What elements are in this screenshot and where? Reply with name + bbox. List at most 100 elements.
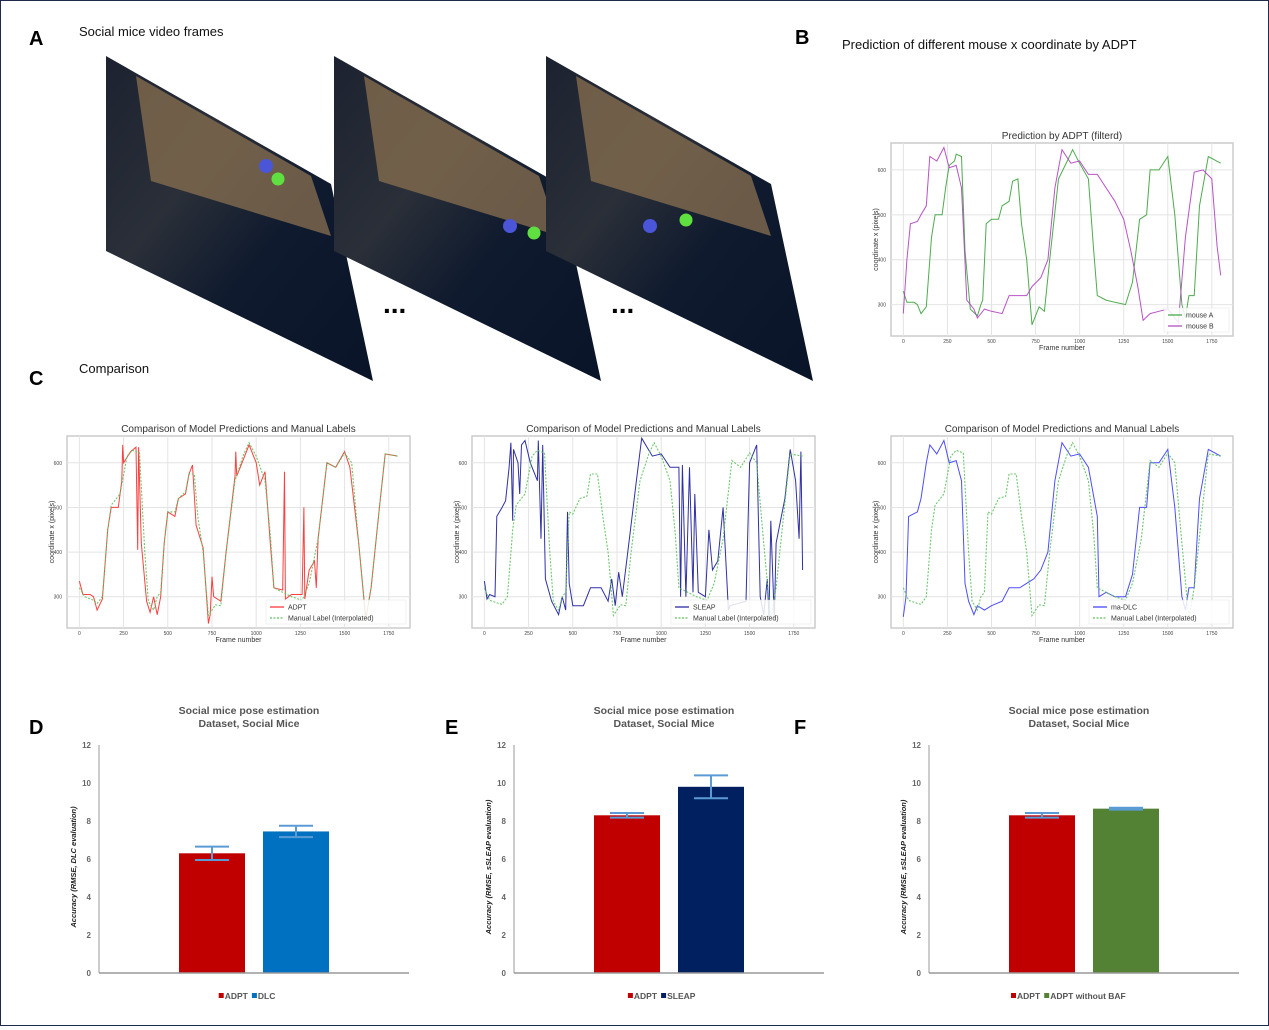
y-axis-label: coordinate x (pixels): [873, 501, 880, 564]
x-tick-label: 1500: [1162, 339, 1173, 345]
legend-label: Manual Label (Interpolated): [288, 616, 374, 623]
x-tick-label: 500: [987, 631, 996, 637]
line-chart-c3: 0 250 500 750 1000 1250 1500 1750 300 400 500 600 Co…: [873, 424, 1234, 644]
chart-title: Comparison of Model Predictions and Manu…: [945, 424, 1180, 435]
x-axis-label: Frame number: [621, 637, 668, 644]
legend-label: Manual Label (Interpolated): [693, 616, 779, 623]
series-line-sleap: [483, 436, 804, 620]
mouse-marker-green: [679, 213, 693, 227]
chart-title: Social mice pose estimation: [594, 705, 735, 717]
y-tick-label: 0: [917, 969, 922, 978]
y-axis-label: coordinate x (pixels): [873, 208, 880, 271]
y-tick-label: 400: [459, 550, 468, 556]
legend-swatch: [627, 993, 633, 998]
y-tick-label: 300: [878, 595, 887, 601]
y-tick-label: 600: [878, 168, 887, 174]
y-axis-label: Accuracy (RMSE, sSLEAP evaluation): [484, 799, 493, 935]
y-tick-label: 12: [912, 741, 921, 750]
ellipsis-1: ...: [383, 288, 406, 319]
series-line-mouse-b: [902, 146, 1222, 324]
y-tick-label: 10: [497, 779, 506, 788]
bar-adpt-without-baf: [1093, 808, 1159, 973]
series-line-mouse-a: [902, 148, 1221, 325]
y-tick-label: 6: [87, 855, 92, 864]
y-tick-label: 300: [459, 595, 468, 601]
y-tick-label: 10: [912, 779, 921, 788]
x-tick-label: 500: [987, 339, 996, 345]
chart-title: Comparison of Model Predictions and Manu…: [526, 424, 761, 435]
y-tick-label: 6: [917, 855, 922, 864]
x-axis-label: Frame number: [1039, 345, 1086, 352]
mouse-marker-blue: [643, 219, 657, 233]
x-axis-label: Frame number: [216, 637, 263, 644]
panel-c-title: Comparison: [79, 361, 149, 376]
x-axis-label: Frame number: [1039, 637, 1086, 644]
legend-label: ADPT: [1017, 991, 1041, 1001]
x-tick-label: 1500: [1162, 631, 1173, 637]
panel-label-b: B: [795, 27, 809, 49]
y-tick-label: 4: [87, 893, 92, 902]
x-tick-label: 1000: [251, 631, 262, 637]
legend-label: SLEAP: [693, 605, 716, 612]
legend-label: ADPT: [288, 605, 307, 612]
x-tick-label: 250: [943, 339, 952, 345]
legend-label: DLC: [258, 991, 275, 1001]
panel-label-a: A: [29, 28, 43, 50]
x-tick-label: 1000: [656, 631, 667, 637]
y-tick-label: 500: [878, 505, 887, 511]
x-tick-label: 0: [78, 631, 81, 637]
x-tick-label: 750: [1031, 339, 1040, 345]
panel-a-title: Social mice video frames: [79, 24, 224, 39]
y-axis-label: coordinate x (pixels): [454, 501, 461, 564]
y-tick-label: 4: [917, 893, 922, 902]
x-tick-label: 1500: [744, 631, 755, 637]
bar-sleap: [678, 786, 744, 973]
mouse-marker-blue: [503, 219, 517, 233]
chart-title: Comparison of Model Predictions and Manu…: [121, 424, 356, 435]
x-tick-label: 750: [1031, 631, 1040, 637]
charts: 0 250 500 750 1000 1250 1500 1750300400500600Pr…: [49, 131, 1239, 1001]
y-tick-label: 12: [82, 741, 91, 750]
video-frames: [106, 56, 813, 381]
y-axis-label: Accuracy (RMSE, DLC evaluation): [69, 806, 78, 929]
x-tick-label: 0: [902, 631, 905, 637]
y-tick-label: 12: [497, 741, 506, 750]
series-line-adpt: [78, 443, 398, 624]
y-tick-label: 2: [87, 931, 92, 940]
y-tick-label: 2: [502, 931, 507, 940]
x-tick-label: 1250: [1118, 631, 1129, 637]
chart-title: Social mice pose estimation: [1009, 705, 1150, 717]
x-tick-label: 250: [943, 631, 952, 637]
y-tick-label: 500: [878, 213, 887, 219]
y-axis-label: coordinate x (pixels): [49, 501, 56, 564]
legend-swatch: [1044, 993, 1050, 998]
chart-title: Social mice pose estimation: [179, 705, 320, 717]
cage-bedding: [364, 76, 559, 236]
panel-label-d: D: [29, 717, 43, 739]
x-tick-label: 750: [613, 631, 622, 637]
legend-swatch: [661, 993, 667, 998]
panel-label-e: E: [445, 717, 458, 739]
chart-subtitle: Dataset, Social Mice: [1029, 718, 1130, 730]
plot-area: [66, 435, 411, 629]
x-tick-label: 1000: [1074, 631, 1085, 637]
bar-adpt: [179, 853, 245, 973]
legend-label: Manual Label (Interpolated): [1111, 616, 1197, 623]
chart-title: Prediction by ADPT (filterd): [1002, 131, 1122, 142]
video-frame: [334, 56, 601, 381]
mouse-marker-green: [271, 172, 285, 186]
x-tick-label: 1500: [339, 631, 350, 637]
legend-label: ADPT: [225, 991, 249, 1001]
y-tick-label: 300: [878, 303, 887, 309]
line-chart-c2: 0 250 500 750 1000 1250 1500 1750 300 400 500 600 Co…: [454, 424, 816, 644]
panel-b-title: Prediction of different mouse x coordina…: [842, 37, 1137, 52]
y-axis-label: Accuracy (RMSE, sSLEAP evaluation): [899, 799, 908, 935]
video-frame: [106, 56, 373, 381]
panel-label-f: F: [794, 717, 806, 739]
plot-area: [471, 435, 816, 629]
legend-label: ma-DLC: [1111, 605, 1137, 612]
